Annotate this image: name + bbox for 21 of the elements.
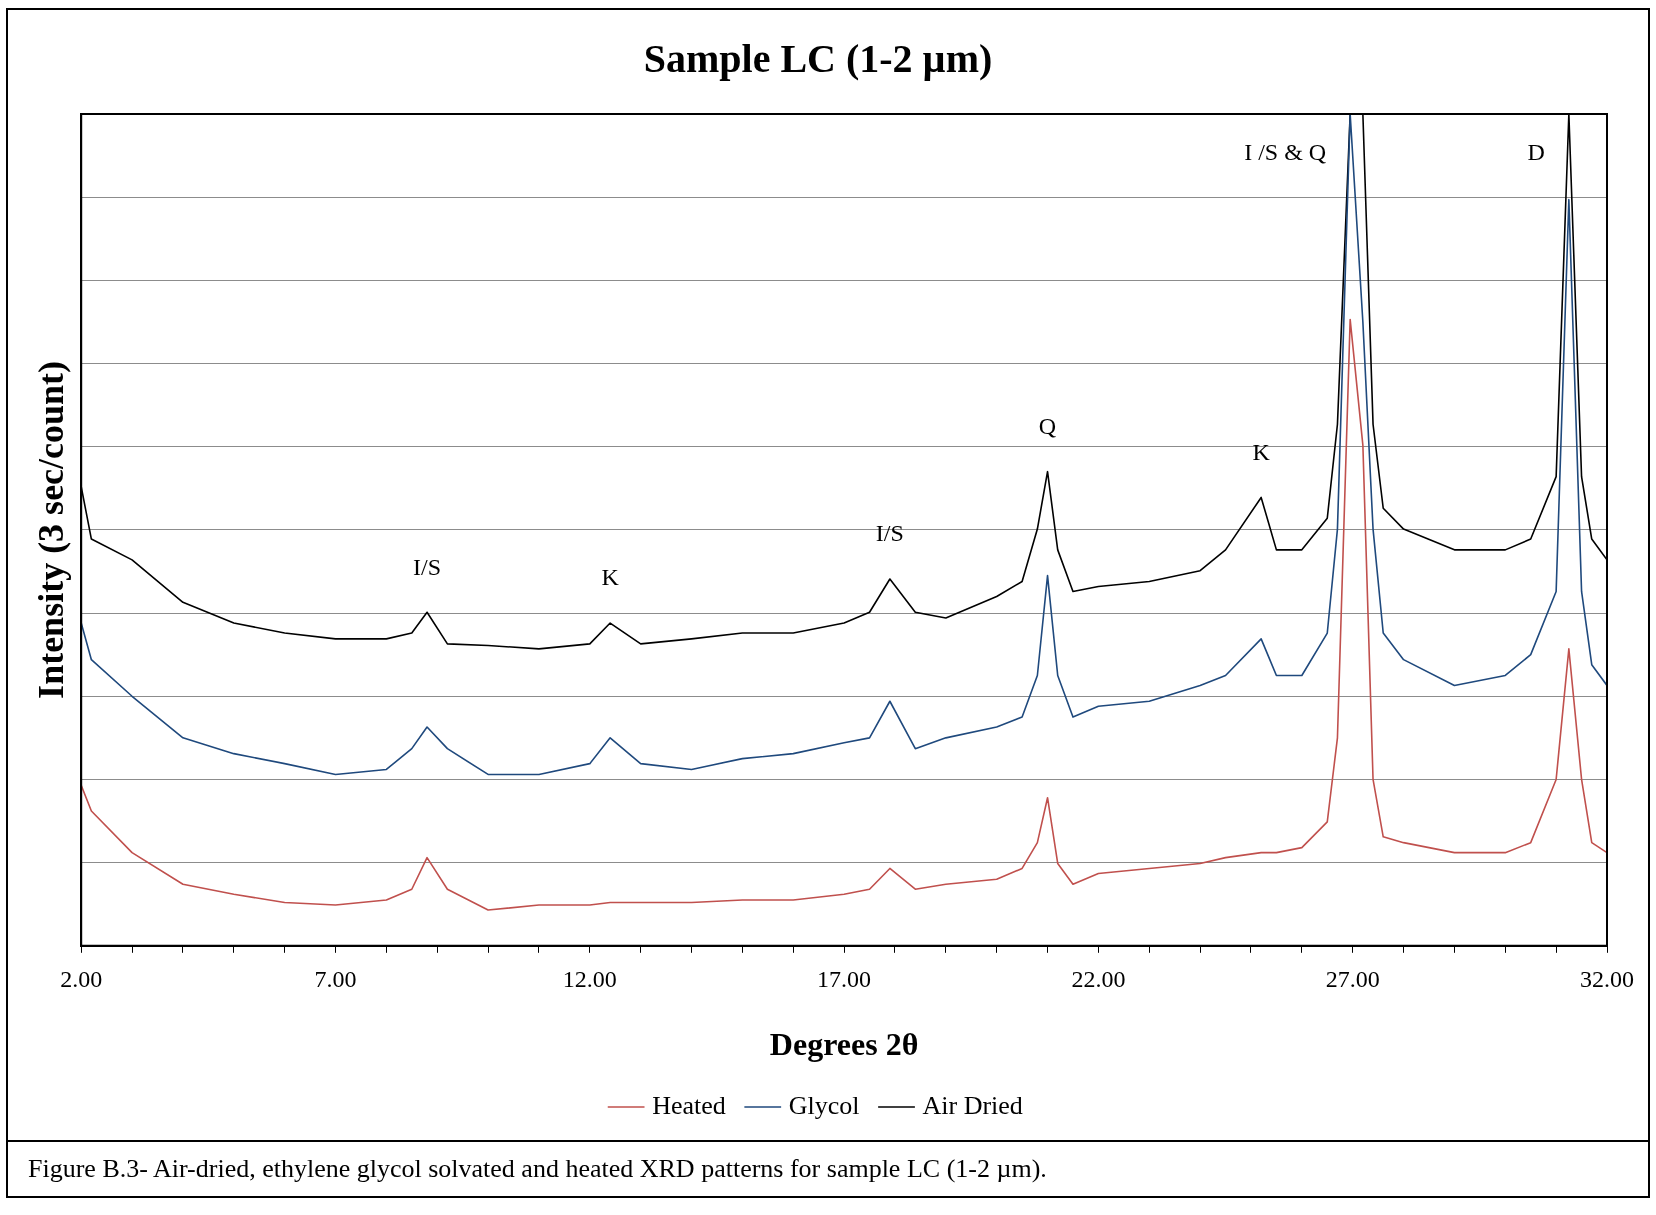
annotation: I /S & Q [1244, 139, 1327, 166]
x-tick-label: 32.00 [1580, 966, 1634, 993]
annotation: D [1527, 139, 1545, 166]
x-tick-label: 22.00 [1071, 966, 1126, 993]
x-tick-label: 27.00 [1325, 966, 1380, 993]
annotation: K [1252, 438, 1271, 465]
text: Figure B.3- Air-dried, ethylene glycol solvated and heated XRD patterns for sample LC (1-2 µm). [8, 1140, 1648, 1196]
x-tick-label: 12.00 [562, 966, 617, 993]
annotation: I/S [413, 553, 442, 580]
x-tick-label: 17.00 [817, 966, 872, 993]
y-axis-title: Intensity (3 sec/count) [30, 360, 71, 699]
x-tick-label: 2.00 [60, 966, 103, 993]
legend-label: Air Dried [922, 1090, 1023, 1120]
x-axis-title: Degrees 2θ [769, 1026, 919, 1063]
annotation: Q [1038, 412, 1057, 439]
annotation: I/S [875, 520, 904, 547]
annotation: K [601, 564, 620, 591]
chart-title: Sample LC (1-2 µm) [643, 36, 993, 82]
legend-label: Heated [652, 1090, 726, 1120]
legend-label: Glycol [788, 1090, 860, 1120]
x-tick-label: 7.00 [314, 966, 357, 993]
